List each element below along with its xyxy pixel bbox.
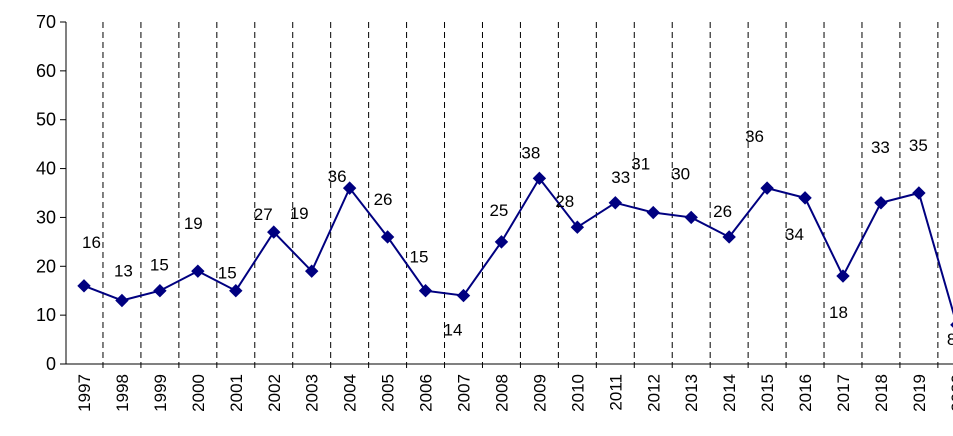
x-tick-label: 1997	[75, 374, 94, 412]
data-label: 18	[829, 303, 848, 322]
data-point-marker	[153, 284, 167, 298]
data-point-marker	[760, 181, 774, 195]
data-point-marker	[722, 230, 736, 244]
data-point-marker	[191, 264, 205, 278]
x-tick-label: 1999	[151, 374, 170, 412]
data-label: 15	[410, 248, 429, 267]
x-tick-label: 2001	[227, 374, 246, 412]
x-tick-label: 2003	[303, 374, 322, 412]
x-tick-label: 2002	[265, 374, 284, 412]
data-point-marker	[836, 269, 850, 283]
data-point-marker	[494, 235, 509, 249]
x-tick-label: 2013	[682, 374, 701, 412]
data-point-marker	[456, 288, 471, 303]
data-label: 15	[218, 264, 237, 283]
x-tick-label: 2006	[417, 374, 436, 412]
vertical-gridlines	[102, 22, 939, 370]
x-tick-label: 2016	[796, 374, 815, 412]
data-point-marker	[77, 279, 91, 293]
y-axis-ticks: 0 10 20 30 40 50 60 70	[36, 12, 66, 374]
x-tick-label: 2014	[720, 374, 739, 412]
data-label: 30	[671, 164, 690, 183]
data-point-marker	[798, 191, 812, 205]
data-label: 16	[82, 233, 101, 252]
x-tick-label: 2008	[492, 374, 511, 412]
y-tick-label: 70	[36, 12, 56, 32]
data-point-marker	[304, 264, 319, 278]
series-line	[83, 176, 953, 316]
data-label: 14	[444, 321, 463, 340]
y-tick-label: 50	[36, 110, 56, 130]
x-tick-label: 2005	[379, 374, 398, 412]
x-tick-label: 2004	[341, 374, 360, 412]
data-point-marker	[342, 181, 357, 195]
data-label: 8	[947, 330, 953, 349]
data-point-marker	[229, 284, 243, 298]
data-label: 19	[184, 214, 203, 233]
data-point-marker	[570, 220, 585, 234]
series-markers	[77, 171, 953, 328]
data-label: 38	[521, 143, 540, 162]
y-tick-label: 30	[36, 207, 56, 227]
data-label: 33	[871, 138, 890, 157]
x-tick-label: 2007	[455, 374, 474, 412]
data-label: 35	[909, 136, 928, 155]
data-point-marker	[608, 196, 623, 210]
data-label: 13	[114, 261, 133, 280]
x-tick-label: 2020	[948, 374, 953, 412]
x-tick-label: 1998	[113, 374, 132, 412]
data-point-marker	[532, 171, 547, 186]
data-point-marker	[874, 196, 888, 210]
x-axis-tick-labels: 1997 1998 1999 2000 2001 2002 2003 2004 2005 2006…	[75, 374, 953, 412]
data-point-marker	[912, 186, 926, 200]
x-tick-label: 2018	[872, 374, 891, 412]
data-label: 27	[254, 205, 273, 224]
data-label: 36	[328, 167, 347, 186]
x-tick-label: 2012	[644, 374, 663, 412]
x-tick-label: 2010	[568, 374, 587, 412]
x-tick-label: 2015	[758, 374, 777, 412]
x-tick-label: 2009	[530, 374, 549, 412]
x-tick-label: 2019	[910, 374, 929, 412]
data-label: 15	[150, 256, 169, 275]
y-tick-label: 20	[36, 256, 56, 276]
data-label: 25	[489, 201, 508, 220]
data-label: 33	[611, 168, 630, 187]
data-point-marker	[115, 293, 129, 308]
data-label: 34	[785, 225, 804, 244]
y-tick-label: 10	[36, 305, 56, 325]
y-tick-label: 0	[46, 354, 56, 374]
x-tick-label: 2017	[834, 374, 853, 412]
data-label: 26	[713, 202, 732, 221]
y-tick-label: 40	[36, 159, 56, 179]
data-label: 28	[555, 192, 574, 211]
x-tick-label: 2011	[606, 374, 625, 411]
data-label: 31	[631, 155, 650, 174]
data-point-marker	[684, 210, 698, 225]
data-point-marker	[646, 205, 660, 220]
data-point-marker	[418, 284, 433, 298]
x-tick-label: 2000	[189, 374, 208, 412]
data-label: 26	[374, 190, 393, 209]
data-label: 19	[290, 204, 309, 223]
y-tick-label: 60	[36, 61, 56, 81]
data-label: 36	[745, 127, 764, 146]
data-point-marker	[380, 230, 395, 244]
data-point-marker	[267, 225, 281, 239]
